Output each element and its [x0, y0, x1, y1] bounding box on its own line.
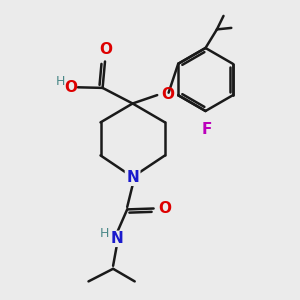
Text: O: O	[64, 80, 77, 94]
Text: N: N	[111, 231, 123, 246]
Text: H: H	[99, 227, 109, 240]
Text: O: O	[99, 42, 112, 57]
Text: H: H	[56, 75, 65, 88]
Text: O: O	[161, 87, 174, 102]
Text: N: N	[126, 169, 139, 184]
Text: F: F	[202, 122, 212, 137]
Text: O: O	[158, 201, 171, 216]
